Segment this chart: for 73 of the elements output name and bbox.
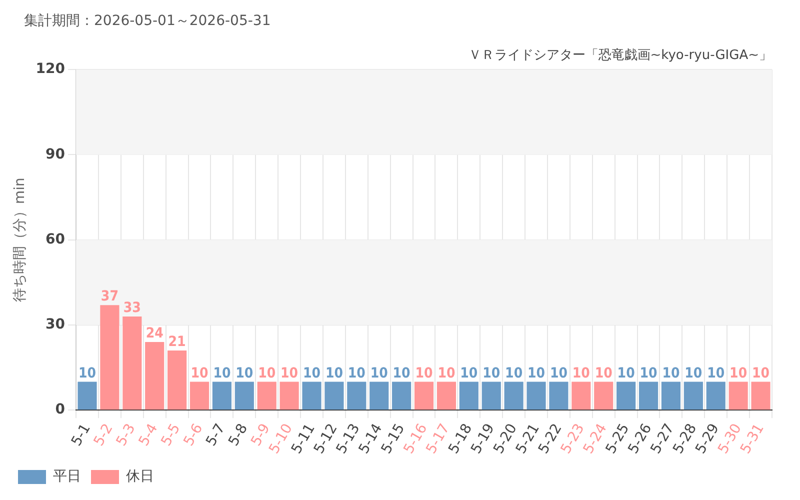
chart-subtitle: 集計期間：2026-05-01～2026-05-31 [23, 12, 272, 31]
data-label: 10 [348, 365, 366, 382]
data-label: 33 [123, 300, 141, 316]
bar [145, 342, 164, 410]
bar [638, 382, 658, 410]
data-label: 10 [236, 365, 254, 382]
data-label: 10 [730, 365, 748, 382]
bar [549, 382, 568, 410]
data-label: 10 [302, 365, 321, 382]
data-label: 10 [213, 365, 231, 382]
bar [728, 382, 748, 410]
bar [370, 382, 389, 410]
y-axis-title: 待ち時間（分）min [12, 178, 28, 302]
data-label: 10 [550, 365, 568, 382]
bar [302, 382, 322, 410]
bar [684, 382, 703, 410]
bar [212, 382, 232, 410]
data-label: 10 [460, 365, 478, 382]
bar [280, 382, 299, 410]
bar [257, 382, 276, 410]
bar [526, 382, 546, 410]
data-label: 10 [370, 365, 388, 382]
data-label: 10 [325, 365, 344, 382]
bar [78, 382, 97, 410]
bar [414, 382, 434, 410]
data-label: 10 [505, 365, 523, 382]
data-label: 10 [280, 365, 298, 382]
bar [190, 382, 210, 410]
bar [504, 382, 524, 410]
bar [706, 382, 726, 410]
data-label: 10 [707, 365, 725, 382]
bar [459, 382, 478, 410]
data-label: 21 [168, 334, 186, 350]
chart-title: ＶＲライドシアター「恐竜戯画~kyo-ryu-GIGA~」 [468, 48, 772, 64]
bar [436, 382, 456, 410]
data-label: 10 [190, 365, 208, 382]
legend-label: 休日 [126, 468, 154, 485]
data-label: 10 [617, 365, 636, 382]
data-label: 10 [662, 365, 680, 382]
bar [168, 350, 187, 410]
y-tick-label: 90 [46, 146, 66, 162]
data-label: 10 [438, 365, 456, 382]
data-label: 37 [100, 288, 118, 305]
bar [572, 382, 591, 410]
data-label: 24 [146, 326, 164, 342]
bar [482, 382, 501, 410]
data-label: 10 [684, 365, 702, 382]
bar [392, 382, 412, 410]
y-tick-label: 30 [46, 316, 66, 333]
y-tick-label: 0 [55, 402, 66, 418]
bar [347, 382, 366, 410]
x-tick-label: 5-1 [68, 421, 94, 449]
data-label: 10 [572, 365, 590, 382]
data-label: 10 [415, 365, 434, 382]
bar [616, 382, 636, 410]
bar [594, 382, 614, 410]
data-label: 10 [594, 365, 613, 382]
data-label: 10 [752, 365, 770, 382]
bar [751, 382, 770, 410]
y-tick-label: 120 [36, 61, 66, 78]
bar [234, 382, 254, 410]
data-label: 10 [392, 365, 411, 382]
bar [324, 382, 344, 410]
y-tick-label: 60 [46, 231, 66, 248]
legend-label: 平日 [53, 468, 81, 485]
bar [661, 382, 681, 410]
data-label: 10 [258, 365, 276, 382]
data-label: 10 [640, 365, 658, 382]
data-label: 10 [482, 365, 500, 382]
bar [100, 305, 120, 410]
bar [122, 316, 142, 410]
data-label: 10 [78, 365, 96, 382]
data-label: 10 [528, 365, 546, 382]
